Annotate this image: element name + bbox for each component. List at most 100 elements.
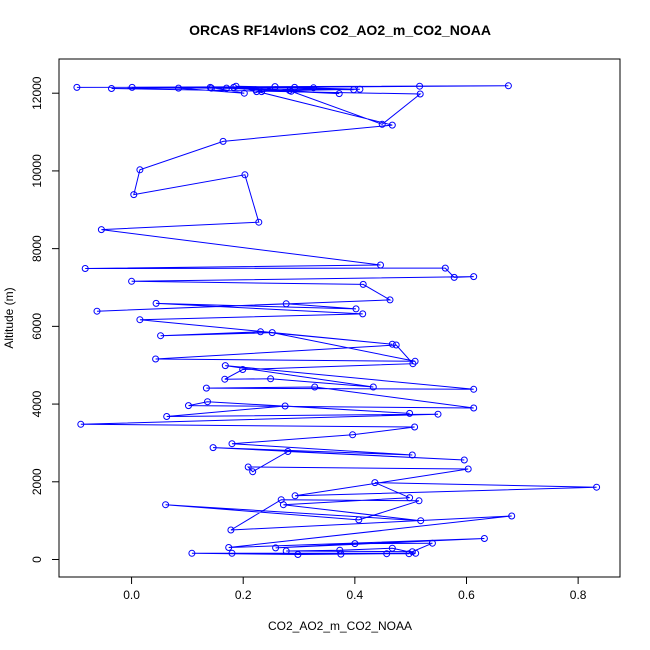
data-point [202,384,210,392]
data-point [281,402,289,410]
data-point [377,261,384,269]
data-point [428,539,436,547]
data-point [223,84,230,92]
data-point [383,550,391,558]
x-axis-label: CO2_AO2_m_CO2_NOAA [268,619,412,633]
data-point [408,451,416,459]
y-tick-label: 12000 [30,76,44,110]
data-point [286,87,293,94]
data-point [244,463,252,471]
data-point [282,547,290,555]
x-tick-label: 0.8 [570,588,587,602]
data-point [228,440,236,448]
data-point [240,89,248,97]
data-point [464,465,472,473]
data-point [470,385,478,393]
data-point [228,549,236,557]
data-point [152,355,160,363]
y-tick-label: 2000 [30,468,44,495]
data-point [406,409,414,417]
data-point [258,88,266,96]
data-point [241,171,249,179]
data-point [411,357,419,365]
chart-title: ORCAS RF14vlonS CO2_AO2_m_CO2_NOAA [189,22,491,38]
data-point [97,226,105,234]
data-point [460,456,468,464]
y-axis: 0 2000 4000 6000 8000 10000 12000 [30,76,60,563]
data-point [294,551,302,558]
data-point [267,375,275,383]
data-point [369,383,377,391]
data-point [359,280,367,288]
data-point [388,544,396,552]
data-point [593,483,601,491]
data-point [355,516,363,524]
data-point [221,362,229,370]
data-point [277,496,285,504]
data-point [73,83,81,91]
data-point [108,85,115,92]
data-point [157,332,165,340]
data-point [204,398,211,406]
data-point [207,84,215,92]
data-point [175,84,182,92]
data-point [504,82,512,90]
data-point [470,404,478,412]
data-point [249,468,257,476]
y-tick-label: 6000 [30,313,44,340]
y-tick-label: 10000 [30,154,44,188]
data-point [417,517,425,525]
data-point [416,90,424,98]
data-point [152,299,160,307]
data-point [163,413,171,420]
x-tick-label: 0.6 [458,588,475,602]
data-point [349,431,357,439]
data-point [206,83,214,91]
data-point [255,218,263,226]
x-tick-label: 0.0 [123,588,140,602]
data-point [232,82,240,90]
data-point [352,305,360,313]
data-point [356,85,364,93]
data-point [128,277,136,285]
data-point [416,82,424,90]
y-axis-label: Altitude (m) [2,287,16,348]
data-point [371,479,379,487]
data-point [409,360,417,368]
data-point [411,423,419,431]
x-tick-label: 0.2 [235,588,252,602]
data-point [93,307,101,315]
data-point [291,83,299,91]
data-point [81,265,89,272]
data-point [441,264,449,272]
data-point [282,300,290,308]
x-tick-label: 0.4 [347,588,364,602]
data-point [128,83,136,91]
data-point [351,540,359,548]
data-point [252,86,259,94]
data-point [386,296,394,304]
data-point [225,544,233,551]
data-point [239,366,247,373]
data-point [405,550,413,558]
data-point [272,544,280,552]
y-tick-label: 0 [30,556,44,563]
data-point [271,83,279,91]
data-point [268,329,276,337]
data-point [209,444,217,452]
data-point [130,191,138,199]
data-point [378,120,386,128]
data-point [450,273,458,281]
data-point [359,310,367,318]
data-point [392,341,400,349]
data-point [412,549,420,557]
data-point [406,494,414,502]
data-point [257,328,264,336]
data-point [162,501,170,509]
data-point [336,546,344,554]
data-point [221,375,229,383]
data-point [508,512,516,520]
y-tick-label: 4000 [30,390,44,417]
